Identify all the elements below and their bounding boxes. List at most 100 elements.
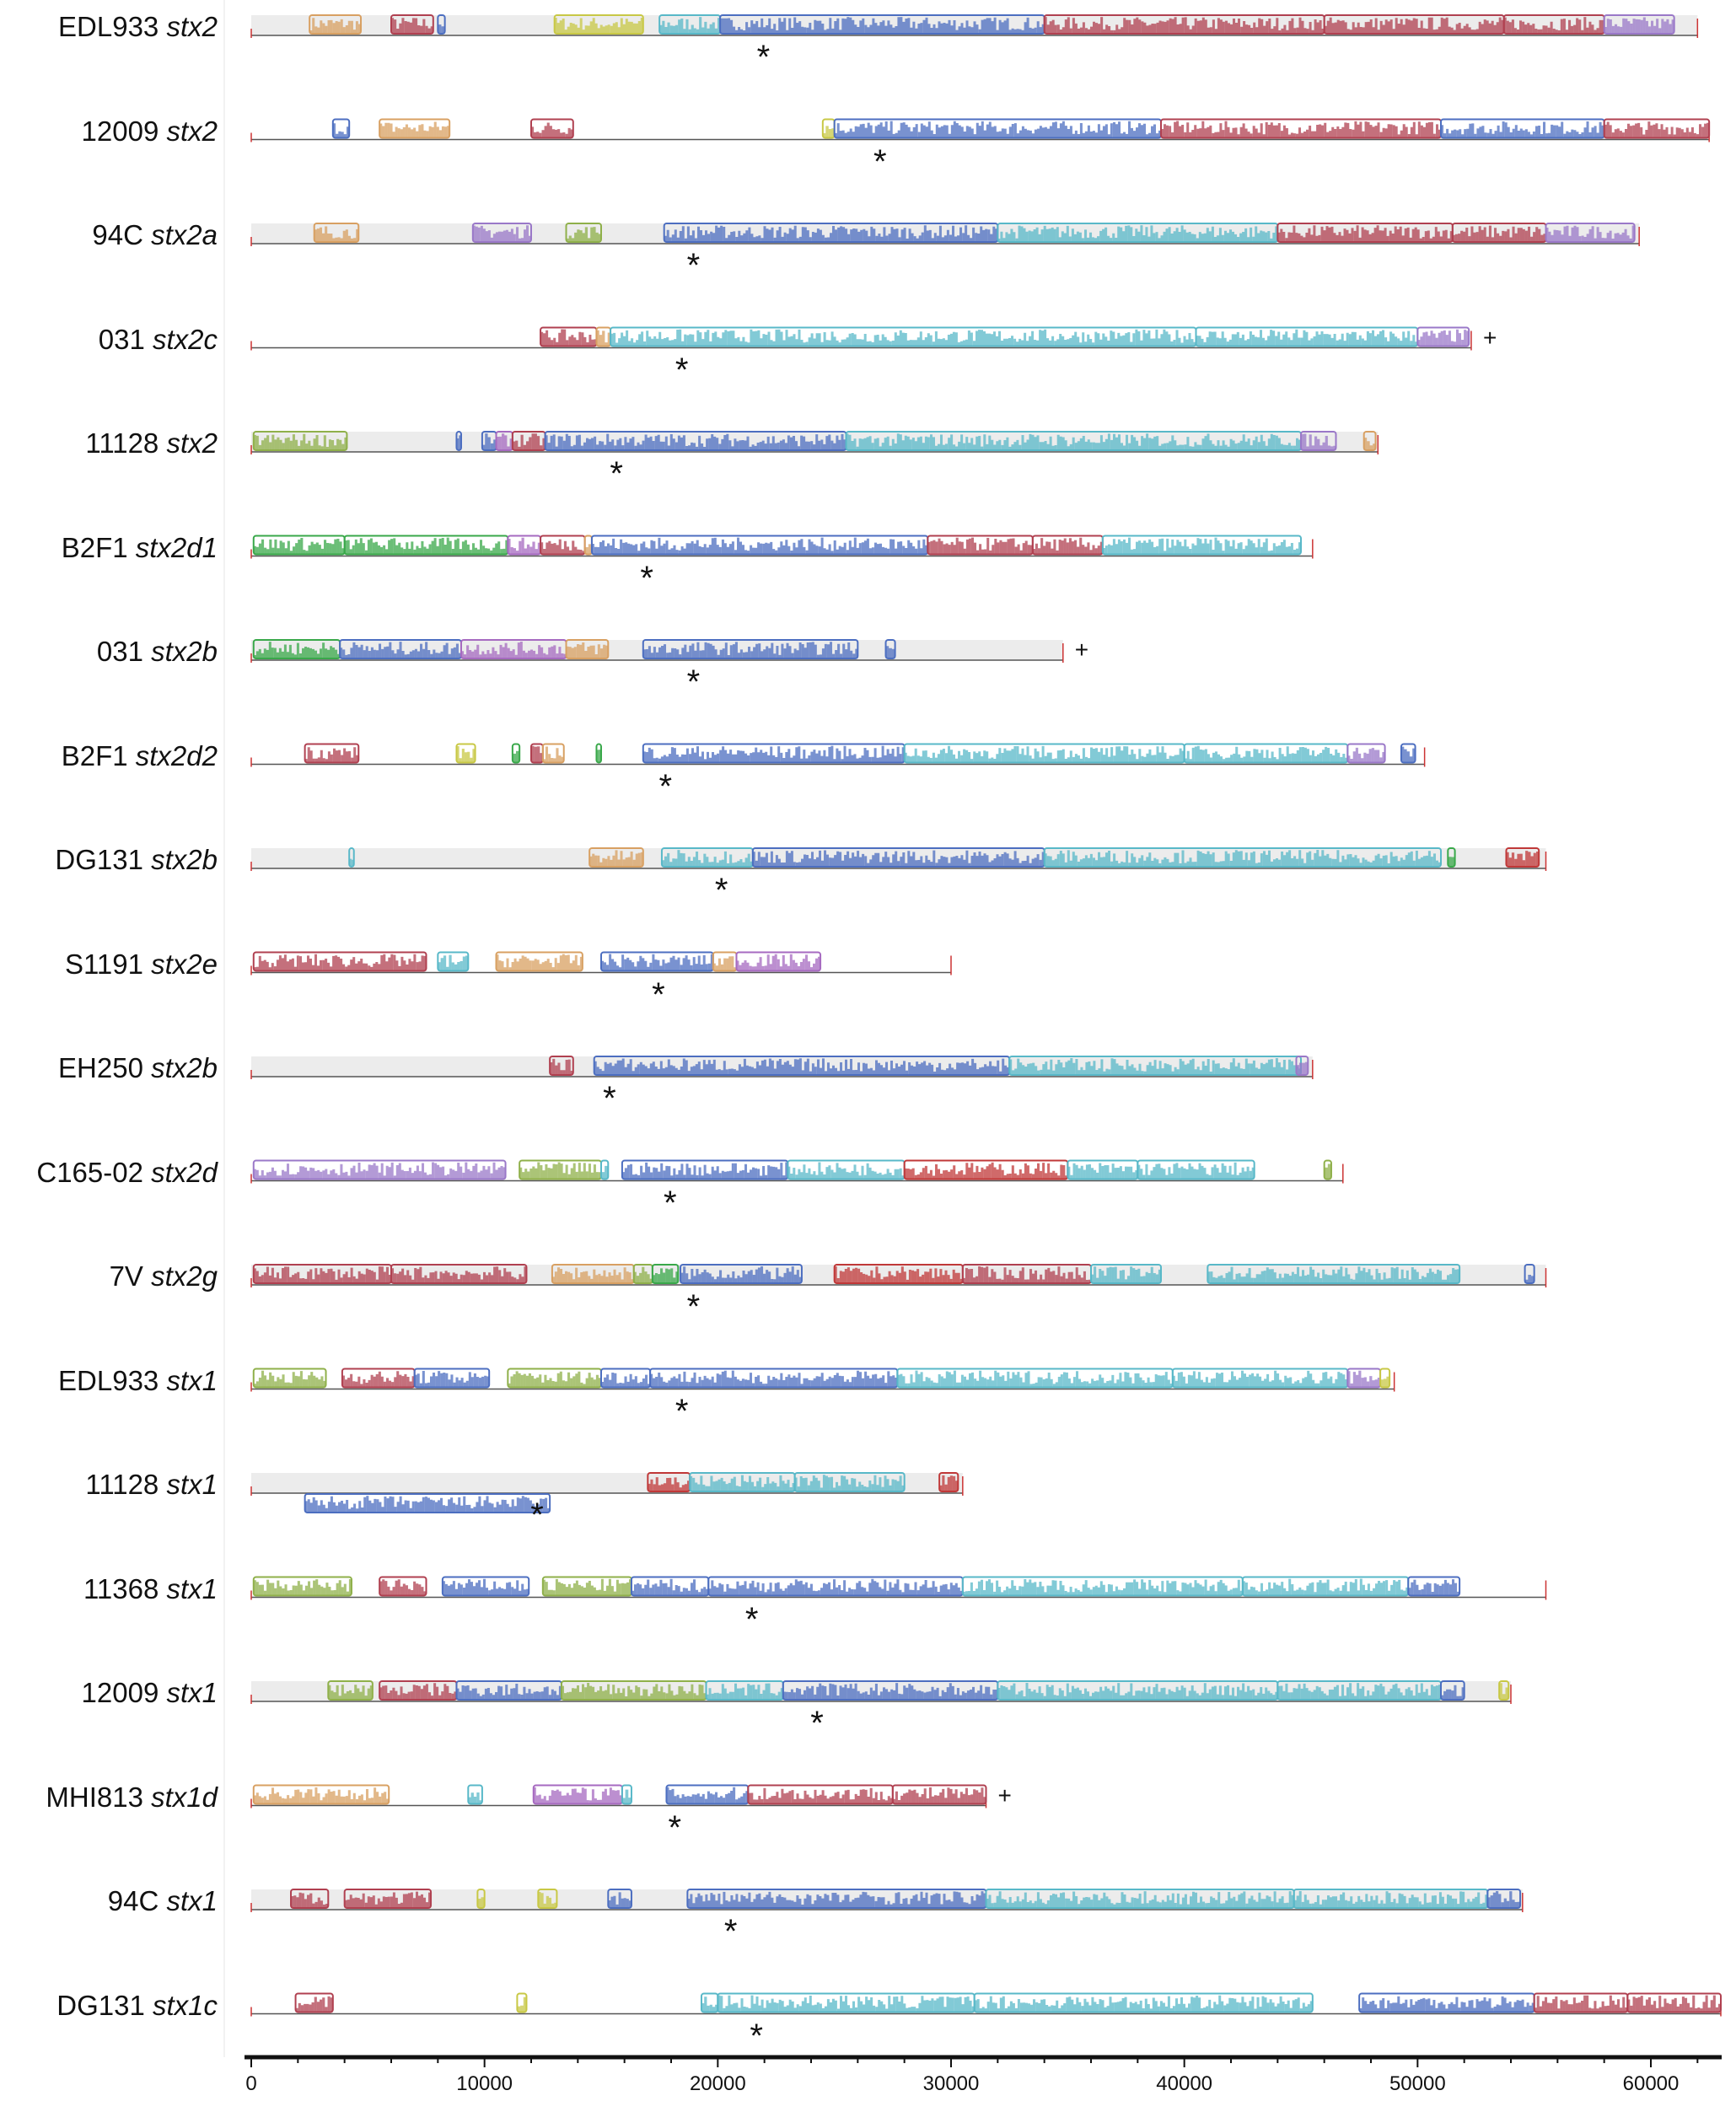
similarity-profile xyxy=(589,850,643,867)
similarity-profile xyxy=(1487,1891,1521,1908)
similarity-profile xyxy=(1448,857,1455,867)
similarity-profile xyxy=(1347,747,1385,763)
strain-name: EDL933 xyxy=(58,11,167,42)
similarity-profile xyxy=(591,537,928,555)
lcb-block xyxy=(651,1264,680,1284)
similarity-profile xyxy=(1408,1579,1460,1596)
similarity-profile xyxy=(1604,17,1674,34)
similarity-profile xyxy=(456,1684,562,1700)
axis-tick-label: 40000 xyxy=(1156,2072,1213,2095)
similarity-profile xyxy=(1137,1162,1255,1180)
lcb-block xyxy=(413,1368,491,1389)
similarity-profile xyxy=(533,1787,622,1804)
similarity-profile xyxy=(1242,1578,1409,1596)
axis-tick-label: 10000 xyxy=(456,2072,513,2095)
strain-name: DG131 xyxy=(55,844,152,875)
similarity-profile xyxy=(414,1371,490,1388)
similarity-profile xyxy=(1324,1163,1331,1180)
similarity-profile xyxy=(542,746,564,763)
similarity-profile xyxy=(1417,329,1470,347)
strain-name: 11368 xyxy=(83,1572,167,1604)
similarity-profile xyxy=(566,642,609,658)
similarity-profile xyxy=(1524,1275,1534,1283)
lcb-block xyxy=(1407,1576,1461,1597)
similarity-profile xyxy=(468,1792,482,1804)
similarity-profile xyxy=(1545,225,1635,242)
stx-location-marker: * xyxy=(723,1913,738,1950)
similarity-profile xyxy=(1293,1891,1488,1908)
similarity-profile xyxy=(659,17,721,34)
stx-location-marker: * xyxy=(668,1808,682,1846)
lcb-block xyxy=(1379,1368,1391,1389)
similarity-profile xyxy=(531,745,543,763)
lcb-block xyxy=(1295,1056,1309,1076)
lcb-block xyxy=(304,743,360,764)
lcb-block xyxy=(437,14,446,35)
similarity-profile xyxy=(974,1995,1313,2013)
genome-label: B2F1 stx2d1 xyxy=(0,531,218,565)
lcb-block xyxy=(621,1784,632,1805)
lcb-block xyxy=(1300,431,1337,451)
similarity-profile xyxy=(253,954,427,971)
similarity-profile xyxy=(594,1058,1010,1075)
genome-row xyxy=(250,1056,1314,1079)
similarity-profile xyxy=(846,433,1302,450)
similarity-profile xyxy=(253,1370,326,1388)
incomplete-marker: + xyxy=(1482,324,1497,351)
strain-name: DG131 xyxy=(56,1989,153,2021)
genome-row xyxy=(250,1159,1344,1184)
genome-label: 12009 stx2 xyxy=(0,115,218,148)
similarity-profile xyxy=(1009,1058,1302,1075)
strain-name: EH250 xyxy=(58,1052,152,1083)
similarity-profile xyxy=(1503,17,1604,34)
lcb-block xyxy=(1626,1992,1723,2013)
genome-row xyxy=(250,951,952,975)
lcb-block xyxy=(1043,847,1442,868)
genome-label: DG131 stx1c xyxy=(0,1989,218,2023)
lcb-block xyxy=(1323,1159,1332,1180)
lcb-block xyxy=(252,1576,352,1597)
strain-name: 031 xyxy=(98,323,153,355)
lcb-block xyxy=(537,1889,558,1909)
gene-name: stx2 xyxy=(166,427,218,459)
similarity-profile xyxy=(706,1683,783,1700)
lcb-block xyxy=(290,1889,330,1909)
similarity-profile xyxy=(1102,537,1302,555)
lcb-block xyxy=(530,118,574,139)
similarity-profile xyxy=(1324,17,1504,34)
lcb-block xyxy=(455,743,476,764)
stx-location-marker: * xyxy=(675,351,689,389)
strain-name: 12009 xyxy=(81,115,167,147)
lcb-block xyxy=(1603,118,1711,139)
lcb-block xyxy=(495,951,583,972)
genome-label: 7V stx2g xyxy=(0,1260,218,1293)
lcb-block xyxy=(1207,1264,1461,1284)
similarity-profile xyxy=(332,123,350,138)
stx-location-marker: * xyxy=(530,1497,544,1534)
similarity-profile xyxy=(1184,745,1348,763)
similarity-profile xyxy=(661,850,753,867)
similarity-profile xyxy=(456,746,476,763)
similarity-profile xyxy=(720,17,1045,34)
lcb-block xyxy=(938,1472,959,1492)
lcb-block xyxy=(1090,1264,1162,1284)
similarity-profile xyxy=(1161,121,1442,138)
similarity-profile xyxy=(997,225,1278,242)
similarity-profile xyxy=(601,1165,609,1180)
similarity-profile xyxy=(1032,537,1103,555)
similarity-profile xyxy=(253,1266,392,1283)
similarity-profile xyxy=(748,1787,893,1804)
similarity-profile xyxy=(962,1579,1243,1596)
similarity-profile xyxy=(461,642,567,658)
strain-name: B2F1 xyxy=(61,531,136,563)
similarity-profile xyxy=(379,1683,457,1700)
genome-row xyxy=(250,118,1711,142)
genome-label: 12009 stx1 xyxy=(0,1676,218,1710)
stx-location-marker: * xyxy=(686,664,701,701)
lcb-block xyxy=(327,1680,374,1701)
genome-label: 11128 stx2 xyxy=(0,427,218,460)
genome-row xyxy=(250,639,1064,663)
similarity-profile xyxy=(633,1266,653,1283)
similarity-profile xyxy=(442,1578,529,1596)
